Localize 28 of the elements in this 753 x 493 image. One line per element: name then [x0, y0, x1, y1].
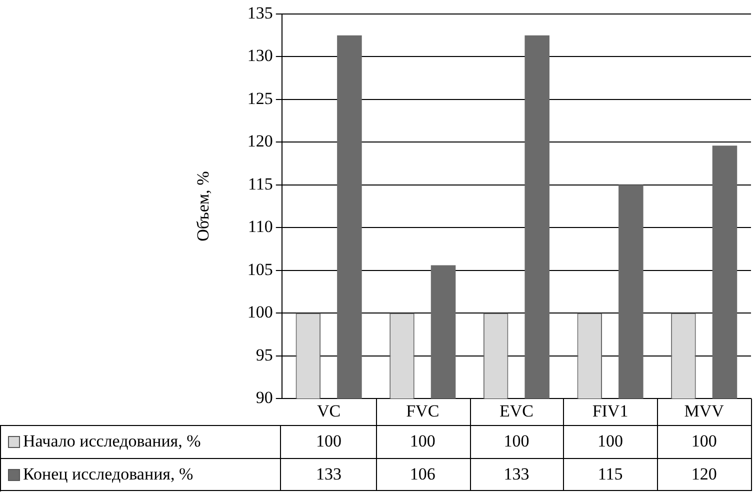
- x-tick-label: MVV: [684, 401, 725, 420]
- y-tick-label: 95: [256, 345, 273, 364]
- x-tick-label: VC: [316, 401, 341, 420]
- data-label: 133: [504, 464, 530, 484]
- data-label: 115: [598, 464, 623, 484]
- y-tick-label: 130: [247, 46, 273, 66]
- legend-label: Конец исследования, %: [23, 464, 194, 484]
- data-label: 133: [316, 464, 342, 484]
- y-tick-label: 135: [247, 3, 273, 22]
- y-tick-label: 100: [247, 302, 273, 322]
- data-label: 100: [691, 431, 717, 450]
- data-label: 106: [410, 464, 436, 484]
- data-label: 100: [410, 431, 436, 450]
- data-label: 100: [316, 431, 342, 450]
- y-tick-label: 115: [248, 174, 273, 194]
- y-tick-label: 125: [247, 88, 273, 108]
- data-label: 100: [504, 431, 530, 450]
- legend-label: Начало исследования, %: [23, 431, 201, 450]
- y-tick-label: 110: [248, 217, 273, 236]
- x-tick-label: FIV1: [592, 401, 628, 420]
- data-label: 120: [691, 464, 717, 484]
- y-tick-label: 90: [256, 388, 273, 408]
- y-axis-title: Объем, %: [194, 171, 213, 242]
- x-tick-label: EVC: [499, 401, 534, 420]
- y-tick-label: 105: [247, 260, 273, 279]
- y-tick-label: 120: [247, 132, 273, 151]
- data-label: 100: [598, 431, 624, 450]
- x-tick-label: FVC: [406, 401, 440, 420]
